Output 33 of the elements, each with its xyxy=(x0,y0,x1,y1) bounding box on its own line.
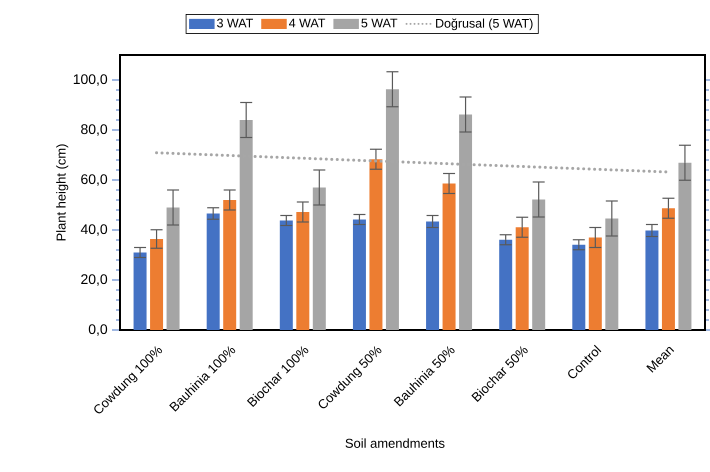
bar xyxy=(134,252,147,330)
bar xyxy=(678,162,692,330)
legend-label: 5 WAT xyxy=(361,18,398,28)
bar xyxy=(223,200,236,330)
bar xyxy=(605,218,618,330)
legend-label: Doğrusal (5 WAT) xyxy=(436,18,533,30)
bar xyxy=(206,213,220,330)
bar xyxy=(280,220,293,330)
y-tick-label: 0,0 xyxy=(88,324,108,336)
bar xyxy=(426,221,440,330)
bar xyxy=(150,239,164,330)
legend-label: 3 WAT xyxy=(217,18,253,28)
bar xyxy=(499,240,512,330)
bar xyxy=(369,159,382,330)
bar xyxy=(442,183,456,330)
y-tick-label: 20,0 xyxy=(81,274,108,286)
y-axis-title: Plant height (cm) xyxy=(56,144,68,240)
bar xyxy=(572,244,586,330)
y-tick-label: 40,0 xyxy=(80,224,108,236)
legend-label: 4 WAT xyxy=(289,18,326,28)
bar xyxy=(588,237,602,330)
bar xyxy=(352,219,366,330)
bar xyxy=(312,187,326,330)
bar xyxy=(662,208,675,330)
y-tick-label: 80,0 xyxy=(81,124,108,136)
bar xyxy=(516,227,529,330)
bar xyxy=(645,230,658,330)
bar xyxy=(166,207,180,330)
x-axis-title: Soil amendments xyxy=(346,438,444,448)
y-tick-label: 60,0 xyxy=(81,174,108,186)
bar xyxy=(532,199,546,330)
y-tick-label: 100,0 xyxy=(74,74,108,86)
bar xyxy=(296,212,310,330)
